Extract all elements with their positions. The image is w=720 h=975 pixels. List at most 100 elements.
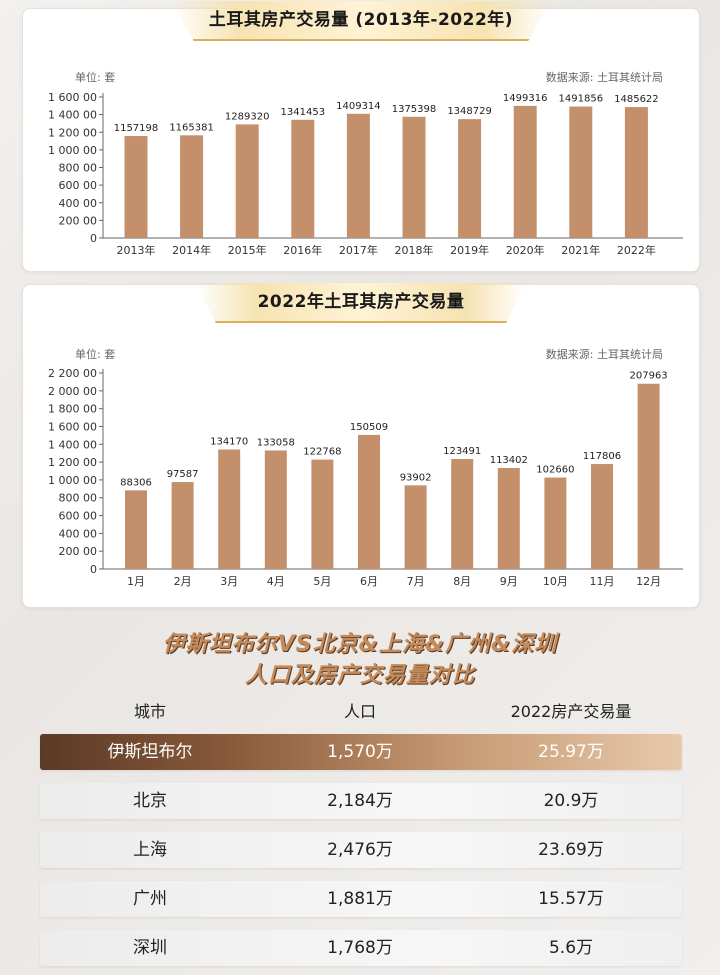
bar [235,124,259,238]
y-tick-label: 1 400 00 [48,438,97,451]
data-label: 1375398 [392,104,437,115]
bar [180,135,204,238]
x-tick-label: 8月 [453,575,471,588]
data-label: 1341453 [281,107,326,118]
transactions-cell: 20.9万 [543,791,599,811]
x-tick-label: 11月 [590,575,615,588]
data-label: 122768 [303,447,341,458]
bar [291,119,315,238]
bar [402,116,426,238]
x-tick-label: 2016年 [283,243,322,257]
population-cell: 1,768万 [327,938,393,958]
transactions-cell: 5.6万 [548,938,594,958]
data-label: 1485622 [614,94,659,105]
x-tick-label: 2015年 [228,243,267,257]
city-cell: 上海 [133,840,167,860]
data-label: 113402 [490,455,528,466]
population-cell: 2,476万 [327,840,393,860]
monthly-chart: 单位: 套 数据来源: 土耳其统计局 0 200 00 400 00 600 00 800 … [48,347,683,588]
bar [404,485,427,569]
bar [125,490,147,569]
bar [624,107,648,238]
y-tick-label: 800 00 [59,492,98,505]
data-label: 1499316 [503,93,548,104]
y-tick-label: 600 00 [59,510,98,523]
y-tick-label: 200 00 [59,214,98,227]
x-tick-label: 9月 [500,575,518,588]
x-tick-label: 2月 [174,575,192,588]
bar [497,467,520,569]
data-label: 1157198 [114,123,159,134]
y-tick-label: 0 [90,563,97,576]
y-tick-label: 400 00 [59,527,98,540]
y-tick-label: 0 [90,232,97,245]
bar [124,136,148,238]
table-row: 广州 1,881万 15.57万 [40,881,682,917]
population-cell: 1,881万 [327,889,393,909]
header-city: 城市 [133,702,166,721]
data-label: 97587 [167,469,199,480]
annual-chart-title: 土耳其房产交易量 (2013年-2022年) [171,1,551,41]
y-tick-label: 800 00 [59,162,98,175]
header-transactions: 2022房产交易量 [510,702,632,721]
y-tick-label: 1 400 00 [48,109,97,122]
x-tick-label: 5月 [313,575,331,588]
population-cell: 1,570万 [327,742,393,762]
data-label: 123491 [443,446,481,457]
bar [358,434,380,569]
x-tick-label: 10月 [543,575,568,588]
bar [544,477,567,569]
annual-chart: 单位: 套 数据来源: 土耳其统计局 0 200 00 400 00 600 00 800 … [48,70,683,257]
bar [451,458,474,569]
source-label: 数据来源: 土耳其统计局 [546,347,663,361]
x-tick-label: 6月 [360,575,378,588]
data-label: 1491856 [559,94,604,105]
y-tick-label: 200 00 [59,545,98,558]
data-label: 134170 [210,436,248,447]
transactions-cell: 23.69万 [538,840,604,860]
bar [569,106,593,239]
x-tick-label: 2022年 [617,243,656,257]
data-label: 93902 [400,472,432,483]
y-tick-label: 2 000 00 [48,385,97,398]
comparison-title-line2: 人口及房产交易量对比 [244,663,475,688]
x-tick-label: 7月 [407,575,425,588]
data-label: 1289320 [225,111,270,122]
table-row: 深圳 1,768万 5.6万 [40,930,682,966]
transactions-cell: 25.97万 [538,742,604,762]
comparison-section: 伊斯坦布尔VS北京&上海&广州&深圳 人口及房产交易量对比 城市 人口 2022… [0,612,720,975]
x-tick-label: 12月 [636,575,661,588]
city-cell: 广州 [133,889,167,909]
bar [346,113,370,238]
data-label: 1348729 [447,106,492,117]
y-tick-label: 1 600 00 [48,420,97,433]
city-cell: 北京 [133,791,167,811]
bar [218,449,241,569]
monthly-chart-title: 2022年土耳其房产交易量 [196,283,526,323]
y-tick-label: 600 00 [59,179,98,192]
bar [458,119,482,238]
unit-label: 单位: 套 [75,347,115,361]
data-label: 1409314 [336,101,381,112]
data-label: 133058 [257,437,295,448]
y-tick-label: 2 200 00 [48,367,97,380]
data-label: 1165381 [169,122,214,133]
table-row: 伊斯坦布尔 1,570万 25.97万 [40,734,682,770]
x-tick-label: 2018年 [395,243,434,257]
y-tick-label: 1 200 00 [48,126,97,139]
header-population: 人口 [343,702,376,721]
bar [311,459,334,569]
table-row: 上海 2,476万 23.69万 [40,832,682,868]
city-cell: 深圳 [133,938,167,958]
data-label: 150509 [350,422,388,433]
y-tick-label: 1 000 00 [48,474,97,487]
annual-chart-panel: 土耳其房产交易量 (2013年-2022年) 单位: 套 数据来源: 土耳其统计局… [22,1,700,272]
y-tick-label: 400 00 [59,197,98,210]
y-tick-label: 1 000 00 [48,144,97,157]
y-tick-label: 1 200 00 [48,456,97,469]
data-label: 88306 [120,477,152,488]
comparison-title-line1: 伊斯坦布尔VS北京&上海&广州&深圳 [162,632,558,657]
data-label: 102660 [536,465,574,476]
y-tick-label: 1 800 00 [48,403,97,416]
x-tick-label: 2019年 [450,243,489,257]
